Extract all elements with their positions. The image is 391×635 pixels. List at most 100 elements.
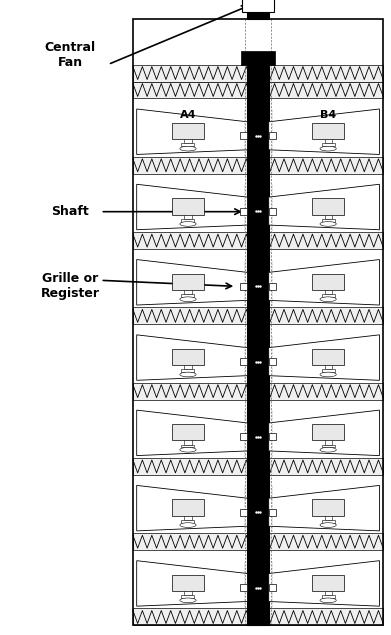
Bar <box>269 208 276 215</box>
Ellipse shape <box>180 448 196 452</box>
Bar <box>322 520 335 523</box>
Ellipse shape <box>180 523 196 528</box>
Bar <box>181 444 194 448</box>
Bar <box>240 584 248 591</box>
Bar <box>322 144 335 146</box>
Bar <box>133 19 383 65</box>
Bar <box>133 157 383 174</box>
Bar <box>325 365 332 369</box>
Bar <box>312 274 344 290</box>
Ellipse shape <box>180 146 196 151</box>
Bar <box>322 218 335 222</box>
Bar <box>240 434 248 441</box>
Ellipse shape <box>320 448 336 452</box>
Bar <box>172 198 204 215</box>
Bar <box>181 369 194 372</box>
Bar <box>133 383 383 399</box>
Polygon shape <box>137 410 248 455</box>
Bar <box>133 98 383 157</box>
Polygon shape <box>137 335 248 380</box>
Bar <box>172 274 204 290</box>
Bar <box>133 174 383 232</box>
Bar <box>172 424 204 441</box>
Bar <box>242 0 274 12</box>
Bar <box>269 358 276 365</box>
Bar <box>322 444 335 448</box>
Bar <box>133 550 383 608</box>
Polygon shape <box>137 184 248 230</box>
Text: Shaft: Shaft <box>52 205 89 218</box>
Polygon shape <box>269 109 379 154</box>
Polygon shape <box>137 109 248 154</box>
Ellipse shape <box>320 146 336 151</box>
Bar <box>312 198 344 215</box>
Polygon shape <box>137 260 248 305</box>
Bar <box>322 369 335 372</box>
Text: Central
Fan: Central Fan <box>45 41 96 69</box>
Ellipse shape <box>180 222 196 226</box>
Bar <box>172 349 204 365</box>
Bar <box>133 81 383 98</box>
Text: A4: A4 <box>180 110 196 120</box>
Bar <box>240 208 248 215</box>
Bar <box>312 349 344 365</box>
Text: Grille or
Register: Grille or Register <box>41 272 100 300</box>
Bar <box>133 232 383 249</box>
Bar <box>325 290 332 294</box>
Bar <box>181 595 194 598</box>
Bar <box>181 294 194 297</box>
Bar <box>133 65 383 81</box>
Bar <box>240 509 248 516</box>
Bar <box>133 475 383 533</box>
Bar <box>312 575 344 591</box>
Ellipse shape <box>180 598 196 603</box>
Bar <box>312 499 344 516</box>
Bar <box>322 294 335 297</box>
Bar <box>240 132 248 139</box>
Bar <box>133 399 383 458</box>
Bar <box>185 365 192 369</box>
Ellipse shape <box>320 598 336 603</box>
Bar <box>269 283 276 290</box>
Ellipse shape <box>320 222 336 226</box>
Bar <box>133 249 383 307</box>
Polygon shape <box>269 335 379 380</box>
Ellipse shape <box>320 523 336 528</box>
Polygon shape <box>269 260 379 305</box>
Bar <box>248 19 269 625</box>
Polygon shape <box>269 184 379 230</box>
Polygon shape <box>137 561 248 606</box>
Polygon shape <box>269 561 379 606</box>
Text: B4: B4 <box>320 110 336 120</box>
Bar <box>185 441 192 444</box>
Bar <box>325 139 332 144</box>
Bar <box>185 215 192 218</box>
Bar <box>269 434 276 441</box>
Bar <box>312 424 344 441</box>
Bar <box>185 591 192 595</box>
Bar <box>269 132 276 139</box>
Bar <box>269 584 276 591</box>
Bar <box>181 520 194 523</box>
Bar <box>133 458 383 475</box>
Bar <box>325 441 332 444</box>
Bar <box>240 283 248 290</box>
Bar <box>325 591 332 595</box>
Bar <box>172 499 204 516</box>
Polygon shape <box>269 410 379 455</box>
Bar <box>181 218 194 222</box>
Ellipse shape <box>320 372 336 377</box>
Bar <box>181 144 194 146</box>
Ellipse shape <box>320 297 336 302</box>
Bar <box>325 215 332 218</box>
Bar <box>240 358 248 365</box>
Bar <box>241 51 275 65</box>
Bar <box>185 139 192 144</box>
Ellipse shape <box>180 372 196 377</box>
Bar <box>133 324 383 383</box>
Bar <box>133 608 383 625</box>
Polygon shape <box>269 485 379 531</box>
Bar <box>133 307 383 324</box>
Bar <box>269 509 276 516</box>
Bar <box>325 516 332 520</box>
